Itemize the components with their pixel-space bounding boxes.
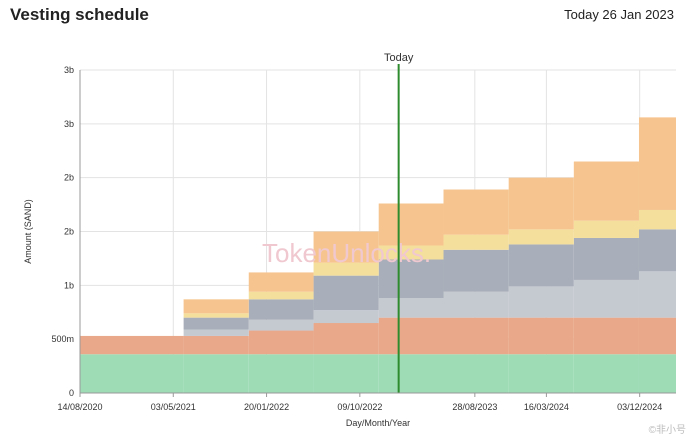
area-segment: [638, 229, 676, 272]
area-segment: [443, 234, 509, 250]
area-segment: [573, 279, 639, 318]
area-segment: [378, 354, 444, 393]
area-segment: [183, 313, 249, 318]
area-segment: [508, 177, 574, 230]
area-segment: [378, 317, 444, 355]
area-segment: [248, 330, 314, 355]
area-segment: [508, 244, 574, 287]
area-segment: [313, 323, 379, 355]
area-segment: [248, 299, 314, 320]
area-segment: [443, 317, 509, 355]
tokenunlocks-watermark: TokenUnlocks.: [262, 238, 431, 268]
area-segment: [183, 354, 249, 393]
today-label: Today: [384, 52, 414, 64]
area-segment: [248, 354, 314, 393]
x-tick-label: 03/12/2024: [617, 402, 662, 412]
area-segment: [80, 354, 184, 393]
x-tick-label: 20/01/2022: [244, 402, 289, 412]
area-segment: [313, 354, 379, 393]
area-segment: [313, 310, 379, 324]
area-segment: [183, 299, 249, 314]
x-tick-label: 14/08/2020: [57, 402, 102, 412]
x-tick-label: 09/10/2022: [337, 402, 382, 412]
axes: 0 500m 1b 2b 2b 3b 3b 14/08/2020 03/05/2021 20/01…: [23, 65, 676, 428]
area-segment: [508, 354, 574, 393]
area-segment: [573, 161, 639, 221]
area-segment: [508, 317, 574, 355]
area-segment: [638, 117, 676, 210]
area-segment: [443, 354, 509, 393]
y-tick-label: 0: [69, 388, 74, 398]
x-axis-label: Day/Month/Year: [346, 418, 410, 428]
area-segment: [508, 229, 574, 245]
area-segment: [638, 209, 676, 230]
y-tick-label: 1b: [64, 280, 74, 290]
area-segment: [638, 354, 676, 393]
x-tick-label: 16/03/2024: [524, 402, 569, 412]
area-segment: [313, 275, 379, 311]
x-tick-label: 03/05/2021: [151, 402, 196, 412]
y-tick-label: 3b: [64, 119, 74, 129]
area-segment: [80, 335, 184, 355]
stacked-areas: [80, 117, 676, 393]
y-axis-label: Amount (SAND): [23, 199, 33, 264]
area-segment: [638, 317, 676, 355]
area-segment: [508, 286, 574, 318]
area-segment: [573, 317, 639, 355]
x-tick-label: 28/08/2023: [452, 402, 497, 412]
y-tick-label: 2b: [64, 173, 74, 183]
area-segment: [573, 237, 639, 280]
area-segment: [248, 291, 314, 300]
area-segment: [313, 231, 379, 263]
area-segment: [573, 220, 639, 238]
area-segment: [573, 354, 639, 393]
y-tick-label: 3b: [64, 65, 74, 75]
area-segment: [183, 335, 249, 355]
area-segment: [378, 203, 444, 246]
area-segment: [443, 249, 509, 292]
area-segment: [378, 298, 444, 318]
area-segment: [183, 317, 249, 330]
y-tick-label: 2b: [64, 227, 74, 237]
corner-watermark: ©非小号: [648, 425, 686, 436]
y-tick-label: 500m: [51, 334, 74, 344]
area-segment: [313, 262, 379, 276]
today-marker: Today: [384, 52, 414, 393]
area-segment: [378, 259, 444, 299]
area-segment: [443, 189, 509, 235]
area-segment: [638, 271, 676, 318]
area-segment: [378, 245, 444, 260]
area-segment: [183, 329, 249, 336]
today-date: Today 26 Jan 2023: [564, 7, 674, 22]
area-segment: [443, 291, 509, 318]
chart-title: Vesting schedule: [10, 5, 149, 24]
area-segment: [248, 272, 314, 292]
area-segment: [248, 319, 314, 331]
